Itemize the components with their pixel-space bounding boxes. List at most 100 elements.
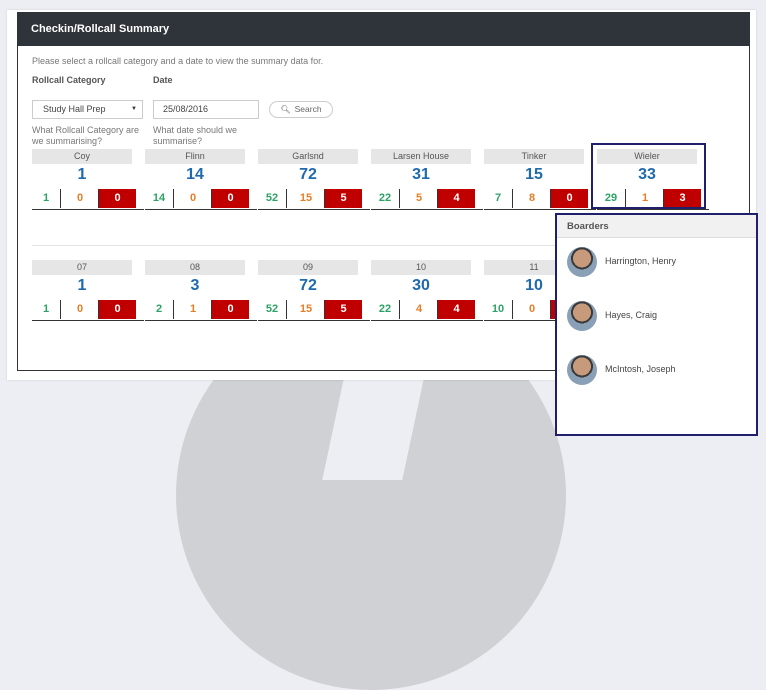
absent-count[interactable]: 0 [98, 300, 136, 319]
present-count[interactable]: 7 [494, 192, 502, 204]
late-count[interactable]: 0 [60, 300, 99, 319]
boarder-item[interactable]: Hayes, Craig [567, 301, 752, 335]
row-divider [32, 245, 592, 246]
card-total[interactable]: 31 [412, 166, 430, 183]
card-breakdown: 22 4 4 [371, 300, 483, 321]
card-title: Coy [32, 149, 132, 164]
boarder-name: Hayes, Craig [605, 310, 658, 320]
present-count[interactable]: 10 [491, 303, 505, 315]
card-breakdown: 22 5 4 [371, 189, 483, 210]
late-count[interactable]: 0 [173, 189, 212, 208]
date-help: What date should we summarise? [153, 125, 238, 146]
summary-card[interactable]: 09 72 52 15 5 [258, 260, 371, 321]
avatar [567, 247, 597, 277]
card-total[interactable]: 1 [77, 277, 87, 294]
card-breakdown: 29 1 3 [597, 189, 709, 210]
absent-count[interactable]: 4 [437, 300, 475, 319]
boarder-name: Harrington, Henry [605, 256, 677, 266]
summary-card[interactable]: Flinn 14 14 0 0 [145, 149, 258, 210]
card-title: Tinker [484, 149, 584, 164]
card-total[interactable]: 15 [525, 166, 543, 183]
category-select[interactable]: Study Hall Prep ▼ [32, 100, 143, 119]
date-input[interactable]: 25/08/2016 [153, 100, 259, 119]
present-count[interactable]: 1 [42, 192, 50, 204]
present-count[interactable]: 29 [604, 192, 618, 204]
avatar [567, 355, 597, 385]
absent-count[interactable]: 0 [211, 300, 249, 319]
card-total[interactable]: 72 [299, 166, 317, 183]
category-help: What Rollcall Category are we summarisin… [32, 125, 140, 146]
present-count[interactable]: 1 [42, 303, 50, 315]
late-count[interactable]: 1 [625, 189, 664, 208]
absent-count[interactable]: 5 [324, 189, 362, 208]
absent-count[interactable]: 4 [437, 189, 475, 208]
absent-count[interactable]: 0 [98, 189, 136, 208]
card-breakdown: 52 15 5 [258, 300, 370, 321]
card-total[interactable]: 30 [412, 277, 430, 294]
date-label: Date [153, 75, 173, 85]
summary-card[interactable]: 10 30 22 4 4 [371, 260, 484, 321]
category-select-value: Study Hall Prep [43, 104, 106, 114]
present-count[interactable]: 52 [265, 303, 279, 315]
late-count[interactable]: 4 [399, 300, 438, 319]
late-count[interactable]: 15 [286, 300, 325, 319]
absent-count[interactable]: 0 [550, 189, 588, 208]
late-count[interactable]: 0 [60, 189, 99, 208]
card-total[interactable]: 33 [638, 166, 656, 183]
card-title: Larsen House [371, 149, 471, 164]
card-total[interactable]: 3 [190, 277, 200, 294]
card-title: Wieler [597, 149, 697, 164]
card-total[interactable]: 10 [525, 277, 543, 294]
card-title: Garlsnd [258, 149, 358, 164]
summary-card[interactable]: 08 3 2 1 0 [145, 260, 258, 321]
card-title: 10 [371, 260, 471, 275]
late-count[interactable]: 8 [512, 189, 551, 208]
late-count[interactable]: 15 [286, 189, 325, 208]
search-button[interactable]: 🔍︎ Search [269, 101, 333, 118]
search-button-label: Search [294, 104, 322, 114]
panel-body: Please select a rollcall category and a … [17, 46, 750, 371]
category-label: Rollcall Category [32, 75, 106, 85]
present-count[interactable]: 22 [378, 192, 392, 204]
summary-card[interactable]: Coy 1 1 0 0 [32, 149, 145, 210]
absent-count[interactable]: 0 [211, 189, 249, 208]
card-title: 08 [145, 260, 245, 275]
card-title: 09 [258, 260, 358, 275]
panel-title: Checkin/Rollcall Summary [17, 12, 750, 46]
card-title: 07 [32, 260, 132, 275]
present-count[interactable]: 14 [152, 192, 166, 204]
late-count[interactable]: 0 [512, 300, 551, 319]
card-title: Flinn [145, 149, 245, 164]
intro-text: Please select a rollcall category and a … [32, 56, 324, 66]
card-total[interactable]: 72 [299, 277, 317, 294]
search-icon: 🔍︎ [280, 105, 291, 114]
boarder-item[interactable]: McIntosh, Joseph [567, 355, 752, 389]
boarders-title: Boarders [557, 215, 756, 238]
card-breakdown: 14 0 0 [145, 189, 257, 210]
card-breakdown: 52 15 5 [258, 189, 370, 210]
boarders-popup: Boarders Harrington, Henry Hayes, Craig Mc… [555, 213, 758, 436]
present-count[interactable]: 22 [378, 303, 392, 315]
avatar [567, 301, 597, 331]
summary-card[interactable]: 07 1 1 0 0 [32, 260, 145, 321]
boarder-item[interactable]: Harrington, Henry [567, 247, 752, 281]
present-count[interactable]: 2 [155, 303, 163, 315]
card-total[interactable]: 1 [77, 166, 87, 183]
late-count[interactable]: 5 [399, 189, 438, 208]
summary-card[interactable]: Garlsnd 72 52 15 5 [258, 149, 371, 210]
card-total[interactable]: 14 [186, 166, 204, 183]
chevron-down-icon: ▼ [131, 106, 137, 112]
summary-card[interactable]: Wieler 33 29 1 3 [597, 149, 710, 210]
late-count[interactable]: 1 [173, 300, 212, 319]
selected-card-highlight [591, 143, 706, 209]
absent-count[interactable]: 3 [663, 189, 701, 208]
summary-card[interactable]: Tinker 15 7 8 0 [484, 149, 597, 210]
boarder-name: McIntosh, Joseph [605, 364, 676, 374]
present-count[interactable]: 52 [265, 192, 279, 204]
absent-count[interactable]: 5 [324, 300, 362, 319]
summary-card[interactable]: Larsen House 31 22 5 4 [371, 149, 484, 210]
